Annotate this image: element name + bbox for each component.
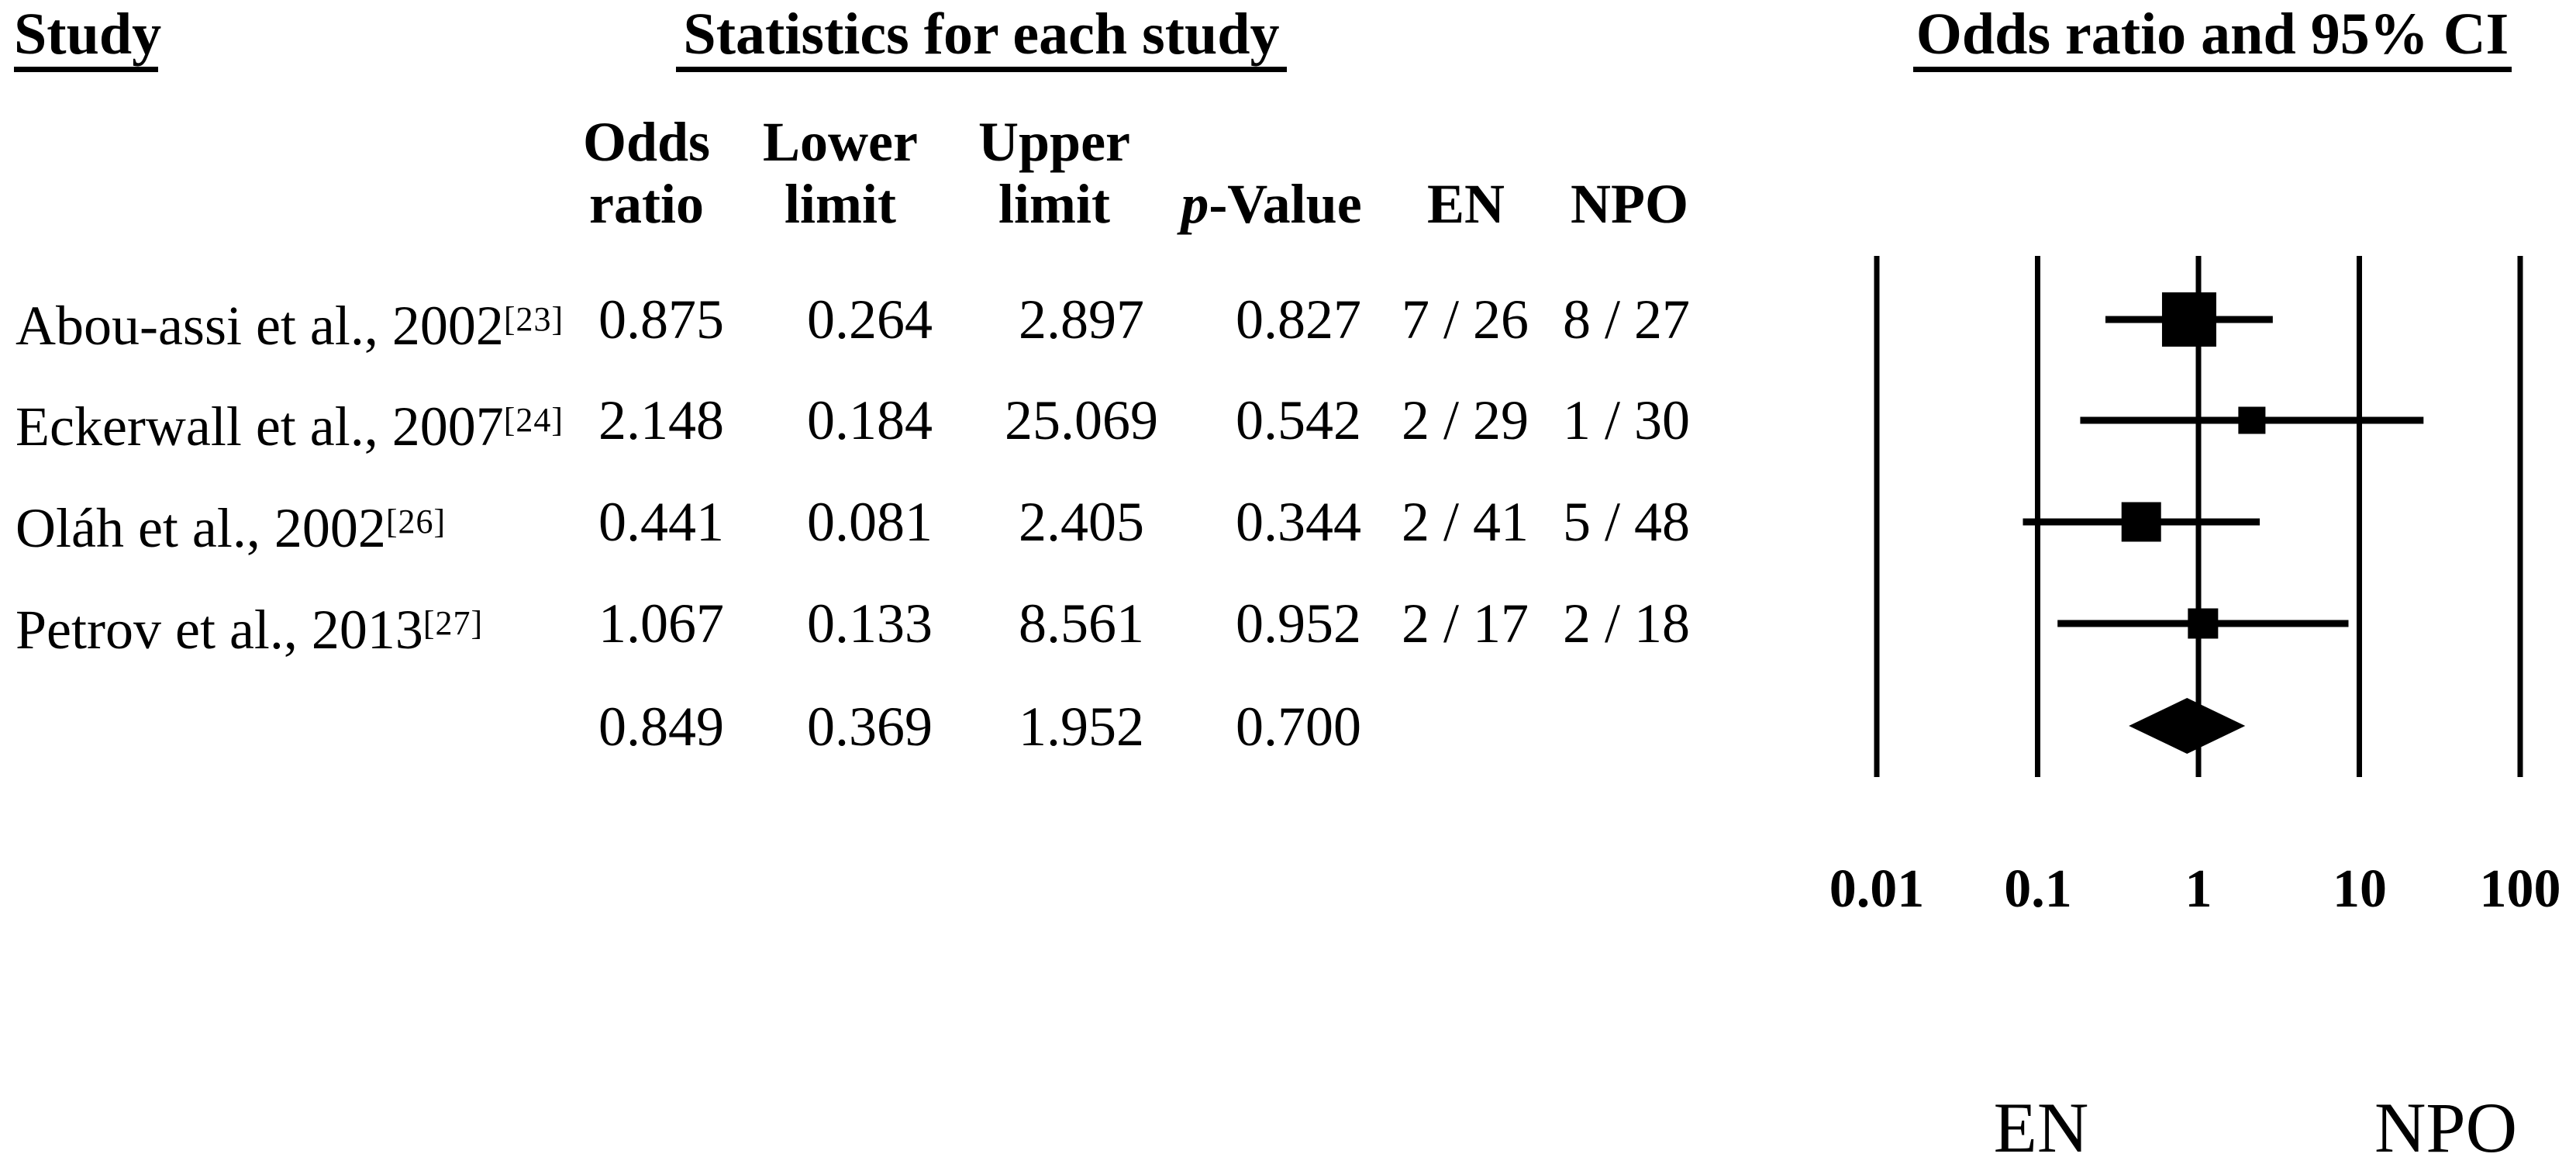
col-header-odds: Odds [582,111,711,173]
odds-ratio-value: 1.067 [598,592,724,655]
table-row: Eckerwall et al., 2007[24] 2.148 0.184 2… [0,389,1783,458]
reference-superscript: [26] [385,503,447,541]
statistics-section-title: Statistics for each study [676,5,1287,72]
col-header-npo: NPO [1571,173,1688,235]
arm-label-en: EN [1993,1088,2089,1167]
p-value: 0.827 [1236,288,1361,351]
or-square [2161,292,2216,347]
x-tick-0.01: 0.01 [1829,859,1925,919]
study-name: Abou-assi et al., 2002[23] [16,295,564,357]
p-value: 0.344 [1236,491,1361,553]
reference-superscript: [23] [503,300,564,338]
lower-limit-value: 0.369 [807,696,933,758]
p-value: 0.700 [1236,696,1361,758]
p-value: 0.952 [1236,592,1361,655]
npo-events-value: 1 / 30 [1562,389,1690,451]
en-events-value: 2 / 41 [1401,491,1529,553]
upper-limit-value: 25.069 [1005,389,1158,451]
upper-limit-value: 2.897 [1019,288,1144,351]
x-tick-10: 10 [2333,859,2387,919]
lower-limit-value: 0.184 [807,389,933,451]
lower-limit-value: 0.133 [807,592,933,655]
table-row: Petrov et al., 2013[27] 1.067 0.133 8.56… [0,592,1783,661]
upper-limit-value: 1.952 [1019,696,1144,758]
p-value: 0.542 [1236,389,1361,451]
reference-superscript: [24] [503,401,564,439]
lower-limit-value: 0.081 [807,491,933,553]
study-name: Oláh et al., 2002[26] [16,497,447,559]
col-header-lower: Lower [763,111,918,173]
col-header-p-value: p-Value [1140,173,1403,235]
col-header-lower-limit: limit [785,173,896,235]
odds-ratio-value: 0.441 [598,491,724,553]
or-square [2188,608,2219,639]
x-tick-100: 100 [2479,859,2561,919]
table-row: Oláh et al., 2002[26] 0.441 0.081 2.405 … [0,491,1783,559]
arm-label-npo: NPO [2374,1088,2518,1167]
or-square [2238,406,2266,434]
or-square [2121,502,2161,542]
npo-events-value: 5 / 48 [1562,491,1690,553]
table-row: Abou-assi et al., 2002[23] 0.875 0.264 2… [0,288,1783,357]
study-name: Eckerwall et al., 2007[24] [16,396,564,458]
en-events-value: 2 / 29 [1401,389,1529,451]
col-header-ratio: ratio [589,173,704,235]
x-tick-1: 1 [2185,859,2212,919]
odds-ratio-value: 2.148 [598,389,724,451]
study-column-title: Study [14,5,161,72]
en-events-value: 2 / 17 [1401,592,1529,655]
p-value-rest: -Value [1209,173,1362,235]
summary-row: 0.849 0.369 1.952 0.700 [0,696,1783,758]
p-value-italic-p: p [1181,173,1209,235]
odds-ratio-ci-section-title: Odds ratio and 95% CI [1913,5,2512,72]
lower-limit-value: 0.264 [807,288,933,351]
summary-diamond [2129,698,2246,754]
odds-ratio-value: 0.849 [598,696,724,758]
odds-ratio-value: 0.875 [598,288,724,351]
upper-limit-value: 8.561 [1019,592,1144,655]
en-events-value: 7 / 26 [1401,288,1529,351]
study-name: Petrov et al., 2013[27] [16,599,484,661]
npo-events-value: 8 / 27 [1562,288,1690,351]
reference-superscript: [27] [422,604,484,642]
col-header-upper: Upper [978,111,1130,173]
col-header-en: EN [1426,173,1505,235]
col-header-upper-limit: limit [998,173,1110,235]
upper-limit-value: 2.405 [1019,491,1144,553]
npo-events-value: 2 / 18 [1562,592,1690,655]
x-tick-0.1: 0.1 [2004,859,2072,919]
